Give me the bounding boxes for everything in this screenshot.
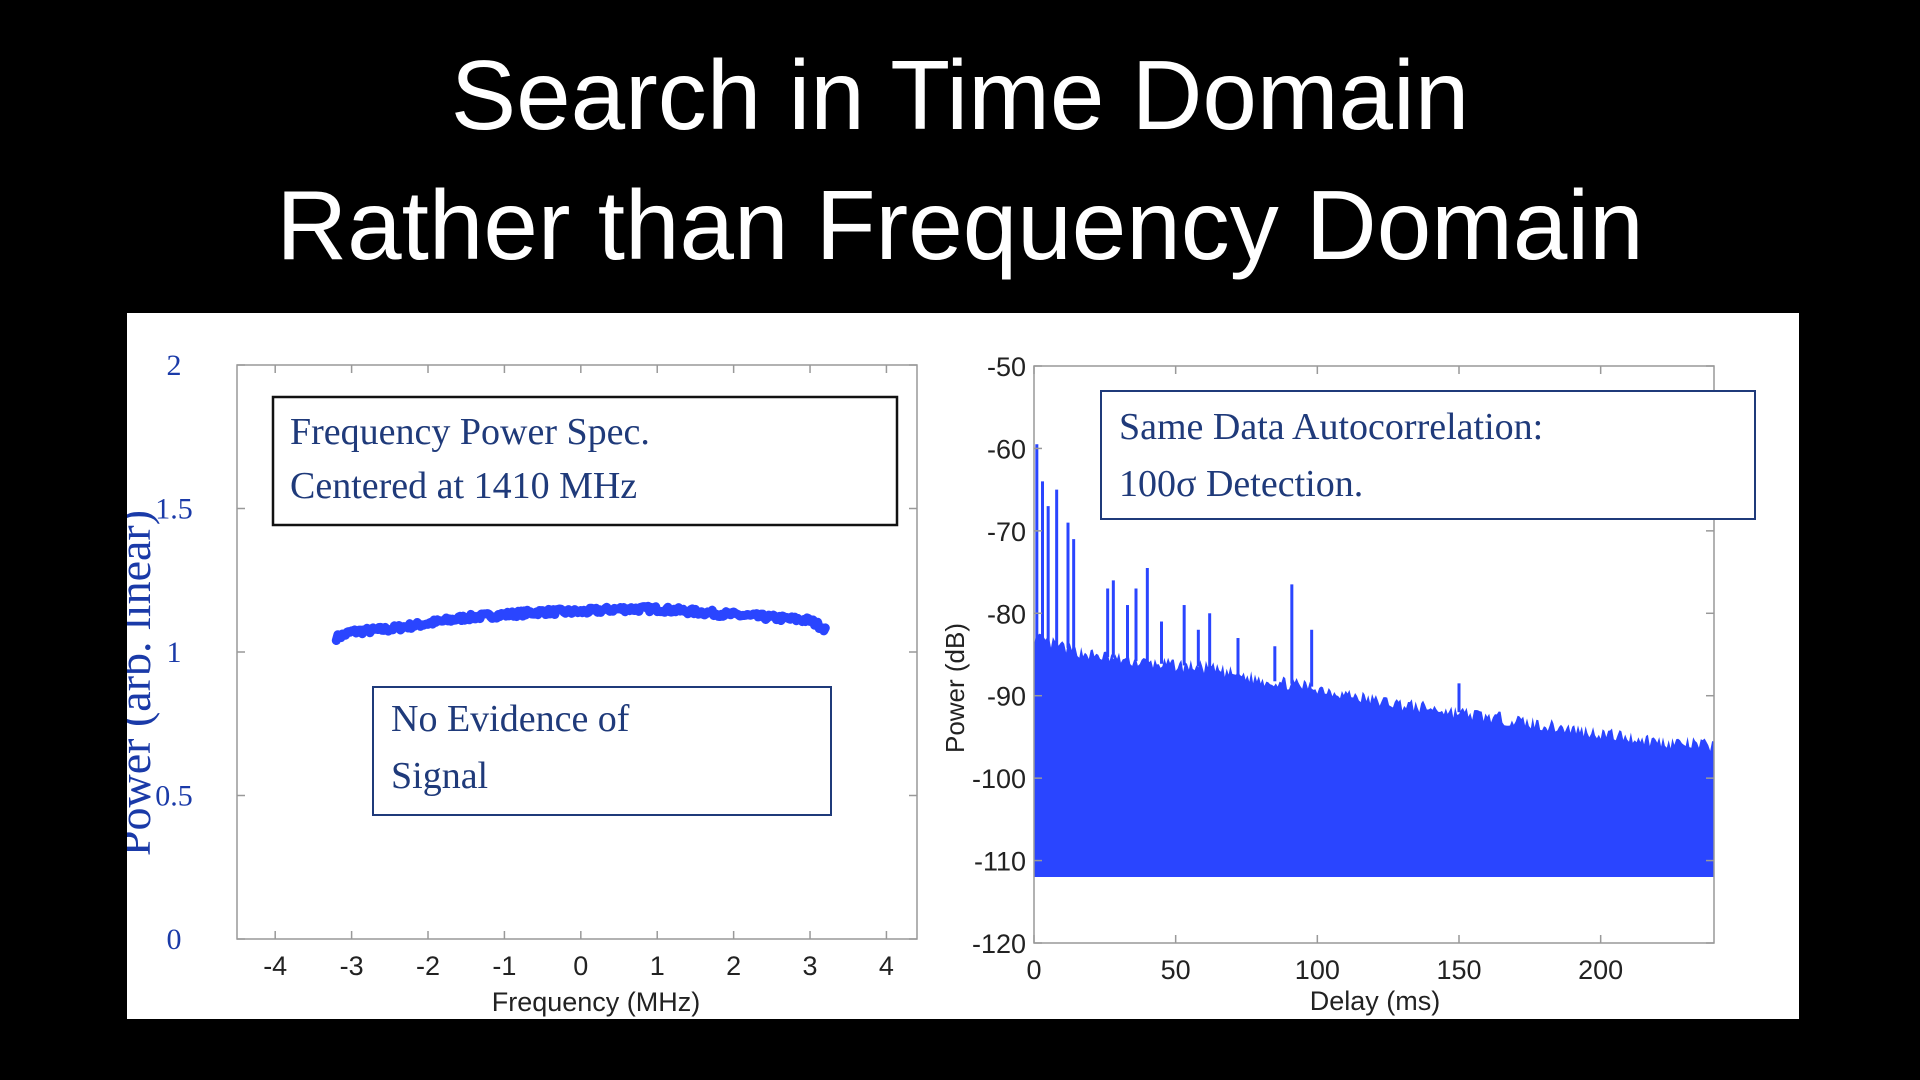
left-x-tick-label: 4 (879, 951, 894, 981)
right-x-tick-label: 100 (1295, 955, 1340, 985)
frequency-spectrum-chart: -4 -3 -2 -1 0 1 2 3 4 0 0.5 1 1.5 2 Frequency (MHz) P… (127, 349, 918, 1017)
spectrum-line (331, 601, 830, 645)
left-y-tick-label: 0 (167, 923, 182, 956)
left-y-tick-label: 2 (167, 349, 182, 382)
right-y-tick-label: -90 (987, 682, 1026, 712)
right-x-tick-label: 200 (1578, 955, 1623, 985)
left-x-tick-label: 3 (803, 951, 818, 981)
right-y-tick-label: -100 (972, 764, 1026, 794)
right-plot-frame (1033, 365, 1715, 944)
left-y-tick-label: 1 (167, 636, 182, 669)
left-x-tick-label: 2 (726, 951, 741, 981)
autocorrelation-area (1034, 444, 1714, 878)
annotation-spectrum-line-1: Frequency Power Spec. (290, 411, 650, 453)
autocorrelation-chart: 0 50 100 150 200-120-110-100-90-80-70-60-50 … (940, 352, 1756, 1016)
right-x-tick-label: 0 (1026, 955, 1041, 985)
right-x-tick-label: 150 (1436, 955, 1481, 985)
right-y-tick-label: -80 (987, 599, 1026, 629)
right-y-tick-label: -120 (972, 929, 1026, 959)
annotation-box-no-signal (372, 686, 832, 816)
right-x-axis-label: Delay (ms) (1310, 986, 1441, 1016)
right-y-tick-label: -60 (987, 434, 1026, 464)
left-y-axis-label: Power (arb. linear) (127, 510, 160, 856)
right-x-tick-label: 50 (1161, 955, 1191, 985)
annotation-no-signal-line-2: Signal (391, 755, 488, 797)
slide-title-line-1: Search in Time Domain (450, 40, 1470, 150)
left-x-tick-label: -3 (340, 951, 364, 981)
right-y-tick-label: -50 (987, 352, 1026, 382)
chart-panel: -4 -3 -2 -1 0 1 2 3 4 0 0.5 1 1.5 2 Frequency (MHz) P… (127, 313, 1799, 1019)
annotation-autocorrelation-line-1: Same Data Autocorrelation: (1119, 406, 1543, 448)
left-y-tick-label: 0.5 (155, 780, 193, 813)
slide-title-line-2: Rather than Frequency Domain (276, 170, 1644, 280)
annotation-box-spectrum (271, 395, 899, 527)
right-y-tick-label: -70 (987, 517, 1026, 547)
left-x-tick-label: 0 (573, 951, 588, 981)
charts-canvas: -4 -3 -2 -1 0 1 2 3 4 0 0.5 1 1.5 2 Frequency (MHz) P… (127, 349, 1756, 1017)
annotation-spectrum-line-2: Centered at 1410 MHz (290, 465, 637, 507)
left-x-tick-label: 1 (650, 951, 665, 981)
autocorrelation-noise-area (1034, 633, 1714, 878)
left-axes-ticks: -4 -3 -2 -1 0 1 2 3 4 0 0.5 1 1.5 2 (155, 349, 917, 981)
annotation-autocorrelation-line-2: 100σ Detection. (1119, 463, 1363, 505)
left-x-tick-label: -2 (416, 951, 440, 981)
left-x-axis-label: Frequency (MHz) (492, 987, 701, 1017)
right-y-axis-label: Power (dB) (940, 623, 970, 753)
annotation-no-signal-line-1: No Evidence of (391, 698, 630, 740)
annotation-box-autocorrelation (1100, 390, 1756, 520)
left-x-tick-label: -4 (263, 951, 287, 981)
left-x-tick-label: -1 (492, 951, 516, 981)
right-y-tick-label: -110 (974, 847, 1026, 877)
left-y-tick-label: 1.5 (155, 493, 193, 526)
right-axes-ticks: 0 50 100 150 200 -120 -110 -100 -90 -80 -70 -60 -50 (972, 352, 1714, 985)
